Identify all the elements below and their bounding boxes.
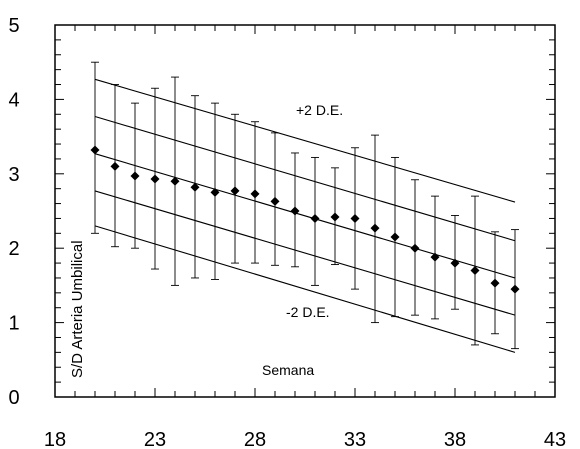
y-tick-label: 4	[8, 89, 19, 111]
data-point	[230, 186, 240, 196]
data-point	[310, 213, 320, 223]
data-point	[90, 145, 100, 155]
y-tick-label: 0	[8, 387, 19, 409]
data-point	[210, 187, 220, 197]
reference-line	[94, 225, 516, 353]
annotation-plus-2-de: +2 D.E.	[296, 102, 343, 118]
annotation-minus-2-de: -2 D.E.	[286, 304, 330, 320]
data-point	[510, 284, 520, 294]
data-point	[130, 171, 140, 181]
x-tick-labels: 18 23 28 33 38 43	[44, 429, 566, 449]
data-point	[330, 212, 340, 222]
x-axis-label: Semana	[262, 362, 314, 378]
data-point	[470, 266, 480, 276]
x-tick-label: 23	[144, 429, 166, 449]
y-tick-label: 5	[8, 15, 19, 37]
data-point	[270, 196, 280, 206]
x-tick-label: 28	[244, 429, 266, 449]
data-point	[350, 213, 360, 223]
reference-line	[94, 115, 516, 242]
data-point	[450, 258, 460, 268]
reference-line	[94, 190, 516, 316]
x-tick-label: 33	[344, 429, 366, 449]
y-tick-label: 2	[8, 238, 19, 260]
reference-line	[94, 153, 516, 279]
y-tick-label: 1	[8, 313, 19, 335]
x-tick-label: 43	[544, 429, 566, 449]
data-point	[370, 223, 380, 233]
data-point	[250, 189, 260, 199]
reference-line	[94, 78, 516, 203]
minor-ticks	[54, 24, 556, 398]
y-tick-label: 3	[8, 164, 19, 186]
reference-lines	[94, 78, 516, 353]
x-tick-label: 18	[44, 429, 66, 449]
data-point	[410, 243, 420, 253]
data-points	[90, 145, 520, 294]
data-point	[190, 182, 200, 192]
data-point	[490, 278, 500, 288]
data-point	[110, 161, 120, 171]
y-axis-label: S/D Arteria Umbilical	[69, 240, 86, 378]
data-point	[290, 206, 300, 216]
plot-frame	[54, 24, 556, 398]
data-point	[430, 252, 440, 262]
data-point	[390, 232, 400, 242]
x-tick-label: 38	[444, 429, 466, 449]
data-point	[150, 174, 160, 184]
data-point	[170, 176, 180, 186]
y-tick-labels: 0 1 2 3 4 5	[8, 15, 19, 409]
